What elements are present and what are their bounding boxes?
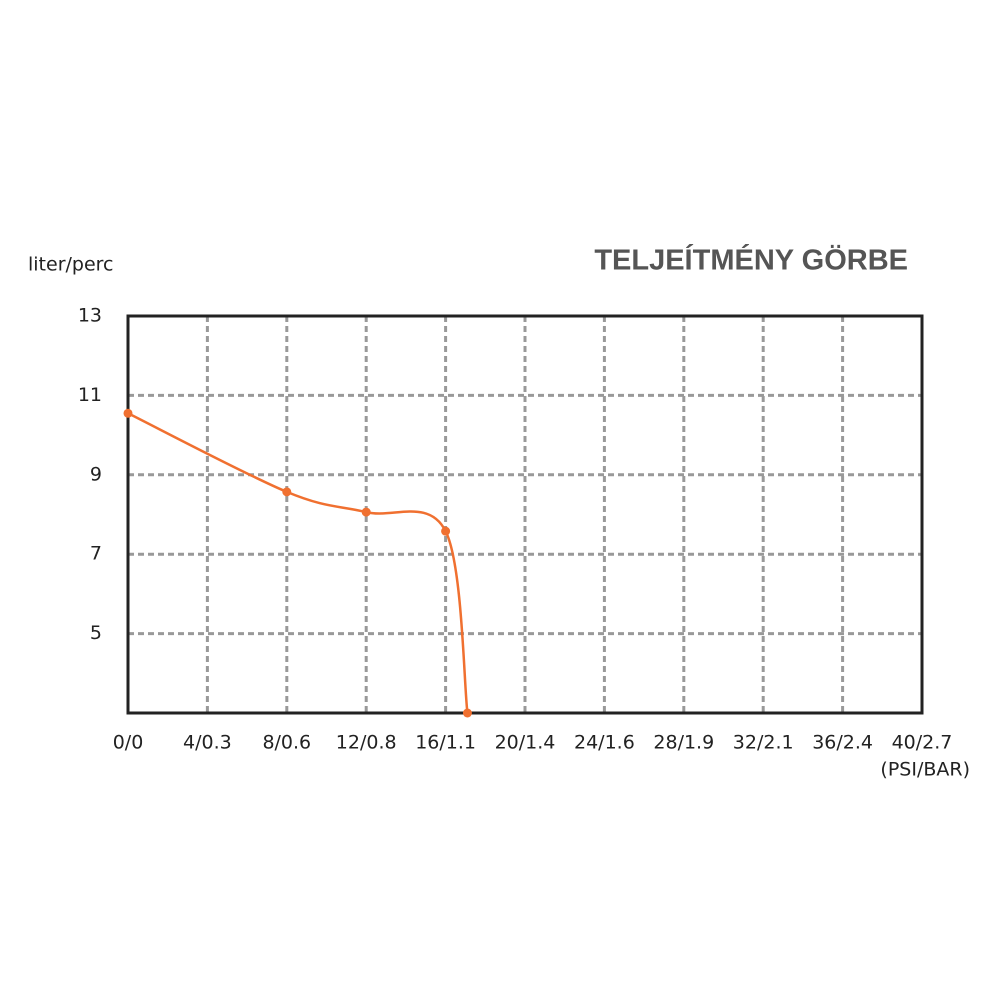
- data-point: [282, 487, 292, 497]
- data-point: [462, 708, 472, 718]
- data-point: [441, 526, 451, 536]
- series-line: [127, 412, 469, 714]
- y-tick-label: 13: [78, 305, 102, 327]
- x-tick-label: 20/1.4: [495, 732, 556, 754]
- x-tick-label: 8/0.6: [262, 732, 311, 754]
- y-tick-label: 7: [90, 543, 102, 565]
- data-point: [123, 408, 133, 418]
- x-tick-label: 40/2.7: [892, 732, 953, 754]
- y-tick-label: 11: [78, 384, 102, 406]
- y-tick-label: 5: [90, 622, 102, 644]
- x-axis-label: (PSI/BAR): [880, 759, 970, 781]
- x-tick-label: 0/0: [113, 732, 144, 754]
- x-tick-label: 32/2.1: [733, 732, 794, 754]
- x-tick-label: 16/1.1: [415, 732, 476, 754]
- x-tick-label: 12/0.8: [336, 732, 397, 754]
- x-tick-label: 36/2.4: [812, 732, 873, 754]
- chart-title: TELJEÍTMÉNY GÖRBE: [594, 243, 908, 277]
- y-tick-label: 9: [90, 463, 102, 485]
- data-point: [361, 507, 371, 517]
- x-tick-label: 28/1.9: [653, 732, 714, 754]
- plot-frame: [126, 314, 924, 715]
- x-tick-label: 24/1.6: [574, 732, 635, 754]
- x-tick-label: 4/0.3: [183, 732, 232, 754]
- y-axis-label: liter/perc: [28, 254, 114, 276]
